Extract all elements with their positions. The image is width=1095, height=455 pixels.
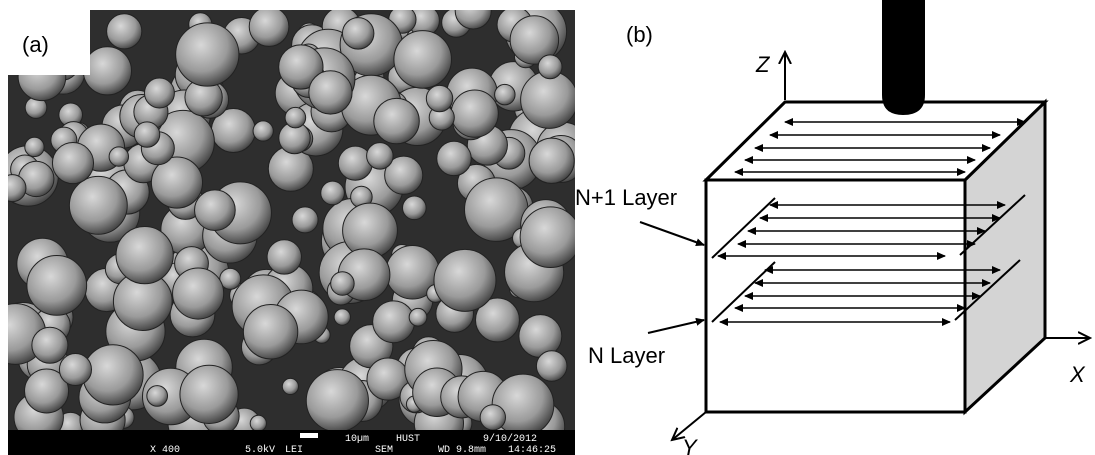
particle: [27, 256, 87, 316]
particle: [331, 272, 355, 296]
panel-label: (a): [22, 32, 49, 57]
particle: [521, 71, 578, 128]
particle: [134, 122, 159, 147]
particle: [116, 226, 173, 283]
particle: [409, 308, 427, 326]
particle: [25, 137, 44, 156]
particle: [374, 98, 419, 143]
particle: [367, 143, 393, 169]
particle: [495, 84, 515, 104]
particle: [426, 85, 452, 111]
particle: [451, 90, 498, 137]
z-label: Z: [755, 52, 771, 77]
particle: [32, 327, 68, 363]
layer-label: N+1 Layer: [575, 185, 677, 210]
figure: (a) 10µm HUST 9/10/2012 X 400 5.0kV LEI …: [0, 0, 1095, 455]
particle: [83, 47, 131, 95]
particle: [321, 181, 345, 205]
particle: [437, 141, 471, 175]
particle: [107, 14, 142, 49]
particle: [309, 71, 352, 114]
particle: [520, 207, 581, 268]
mode: SEM: [375, 445, 393, 455]
particle: [536, 351, 567, 382]
particle: [83, 345, 143, 405]
panel-label: (b): [626, 22, 653, 47]
particle: [480, 405, 505, 430]
label-box: [8, 10, 90, 75]
particle: [282, 378, 298, 394]
particle: [109, 147, 128, 166]
magnification: X 400: [150, 445, 180, 455]
particle: [69, 176, 127, 234]
particle: [176, 23, 239, 86]
working-distance: WD 9.8mm: [438, 445, 486, 455]
leader-arrow: [648, 320, 704, 333]
particle: [292, 207, 318, 233]
scale-text: 10µm: [345, 434, 369, 445]
particle: [249, 7, 289, 47]
x-label: X: [1069, 362, 1086, 387]
detector: LEI: [285, 445, 303, 455]
particle: [306, 370, 368, 432]
layer-label: N Layer: [588, 343, 665, 368]
particle: [195, 190, 236, 231]
particle: [434, 249, 496, 311]
date: 9/10/2012: [483, 433, 537, 445]
particle: [147, 386, 168, 407]
particle: [403, 196, 427, 220]
particle: [373, 301, 415, 343]
particle: [394, 31, 452, 89]
y-label: Y: [682, 435, 698, 455]
voltage: 5.0kV: [245, 444, 275, 455]
nozzle: [882, 0, 925, 115]
particle: [250, 415, 266, 431]
scale-bar: [300, 433, 318, 438]
particle: [267, 240, 301, 274]
particle: [334, 309, 350, 325]
particle: [529, 138, 574, 183]
institution: HUST: [396, 434, 420, 445]
particle: [538, 55, 562, 79]
particle: [144, 78, 174, 108]
particle: [52, 143, 93, 184]
particle: [173, 268, 224, 319]
particle: [285, 107, 306, 128]
time: 14:46:25: [508, 445, 556, 455]
particle: [180, 365, 238, 423]
particle: [253, 121, 273, 141]
particle: [0, 175, 26, 202]
particle: [342, 18, 373, 49]
particle: [243, 305, 297, 359]
leader-arrow: [640, 222, 704, 245]
particle: [59, 353, 91, 385]
